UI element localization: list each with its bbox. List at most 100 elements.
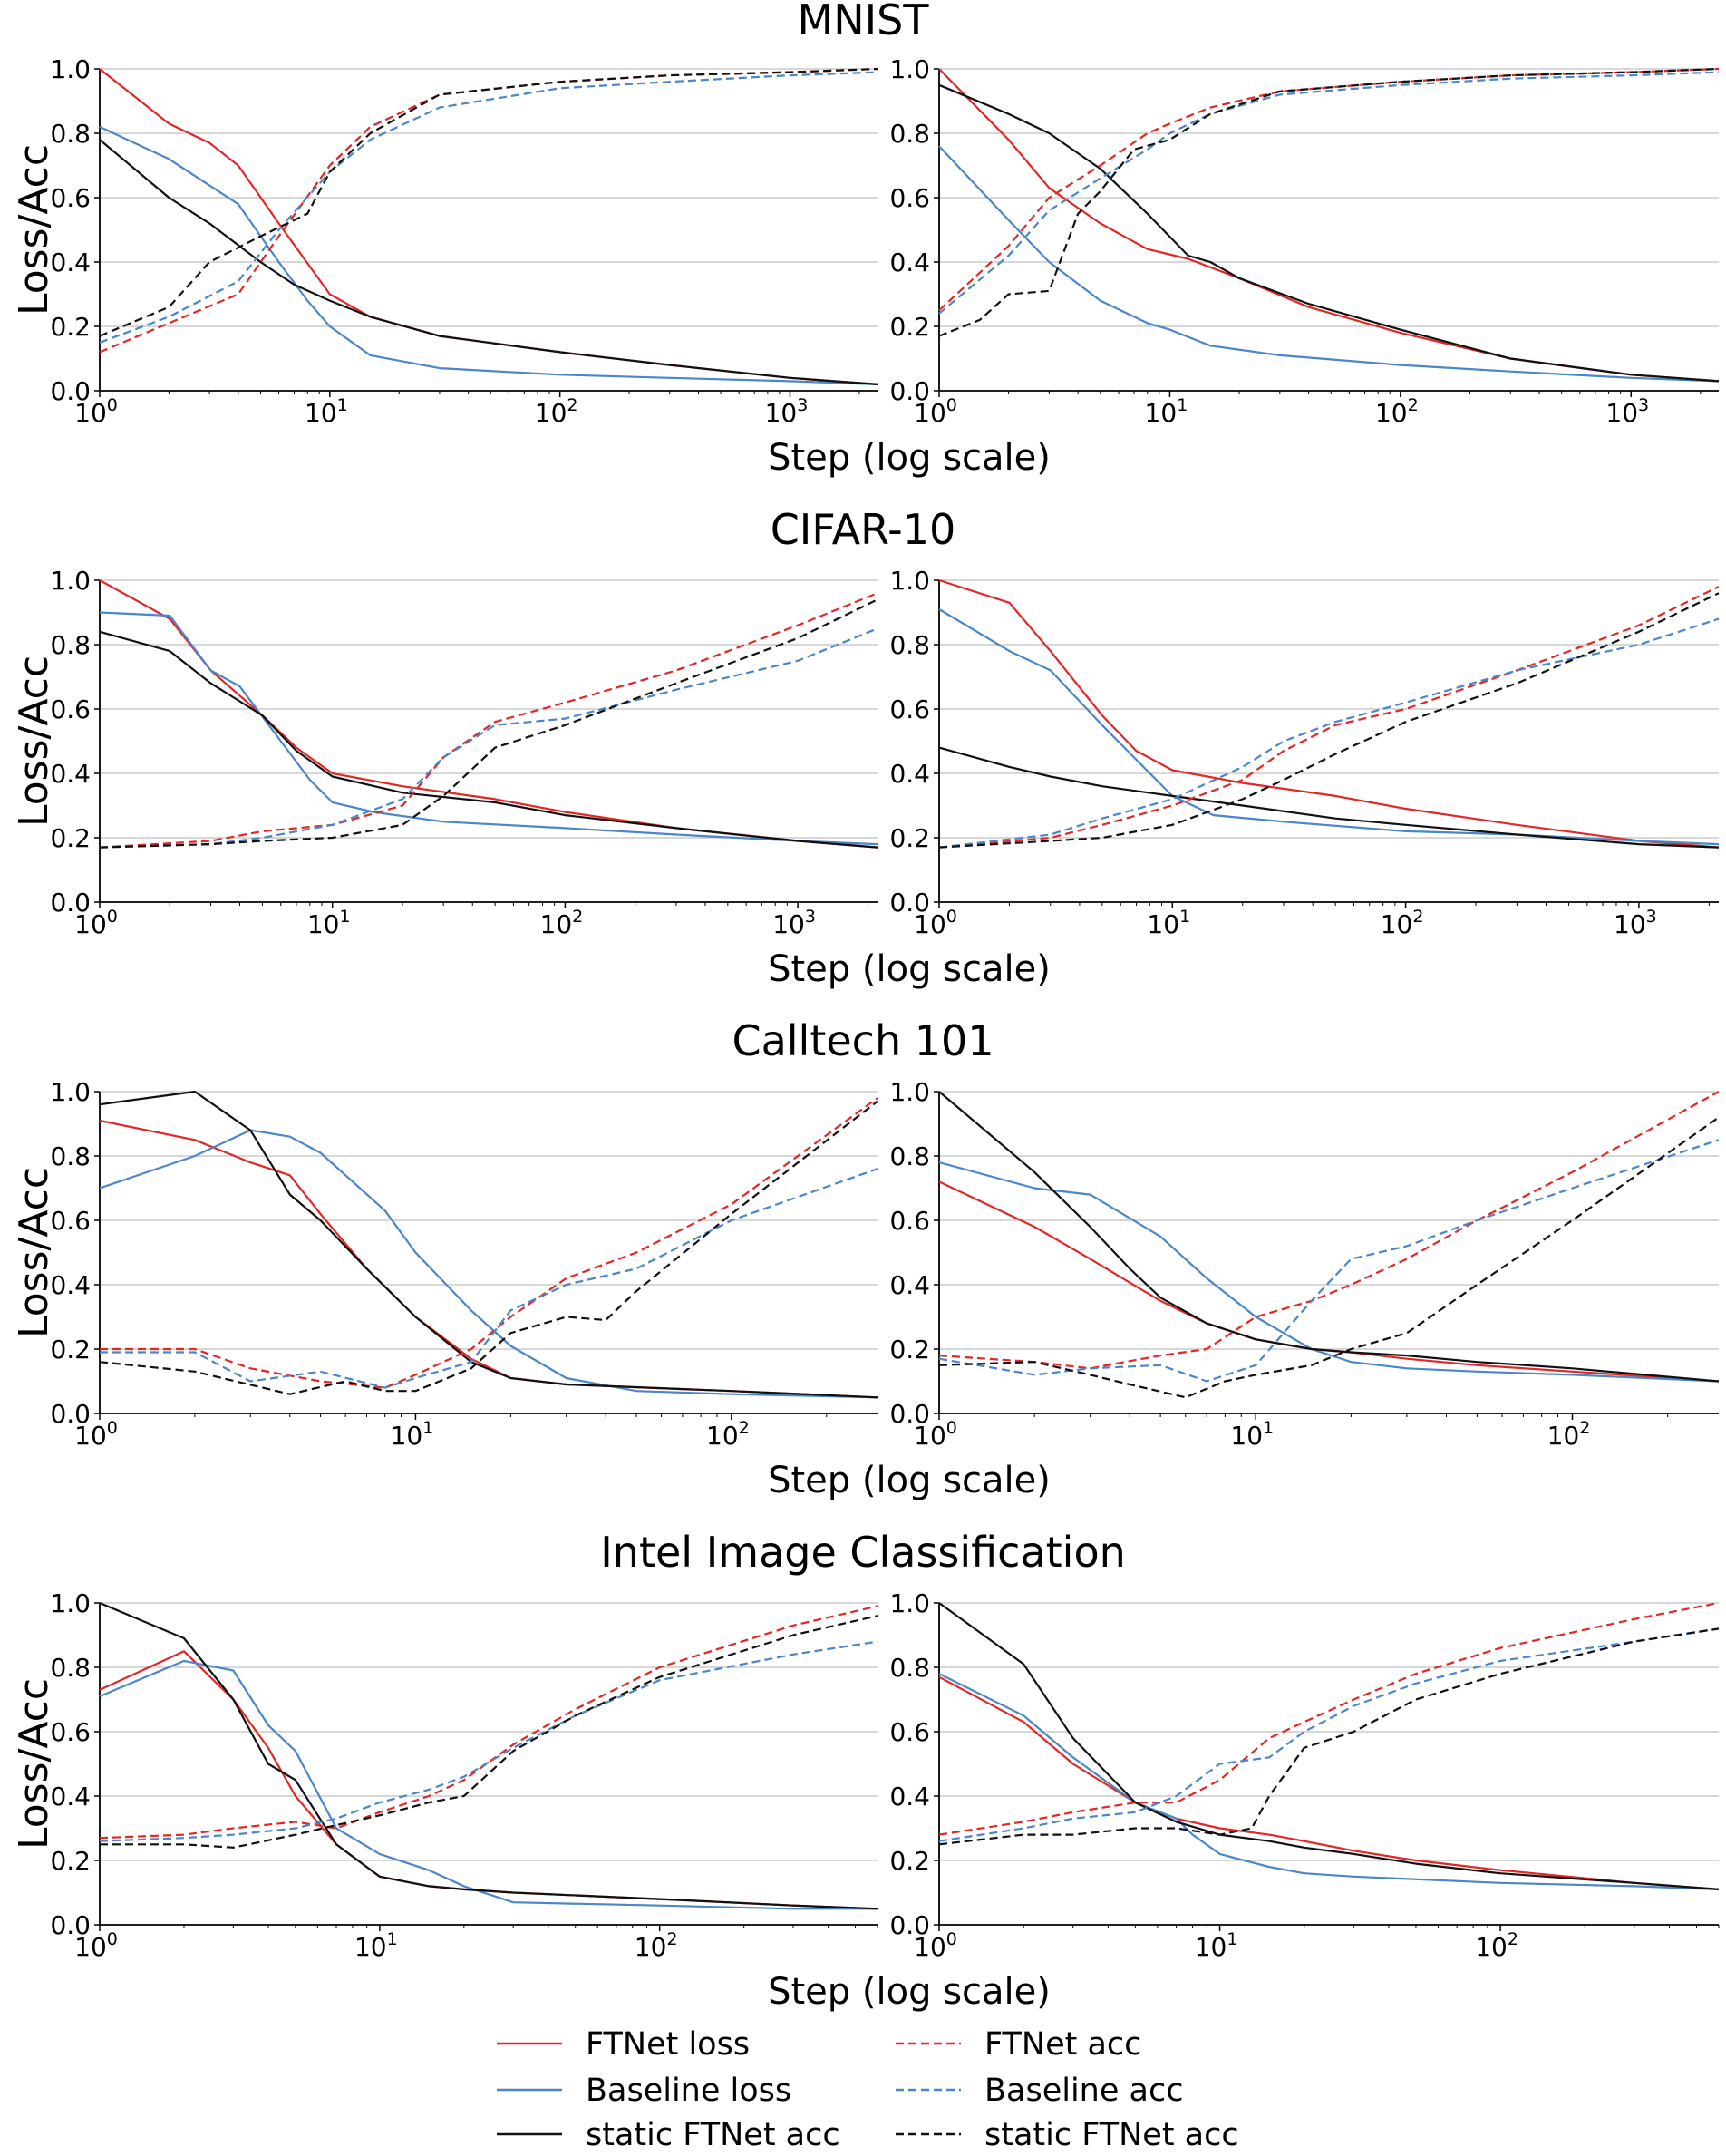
y-tick-label: 1.0 bbox=[889, 566, 930, 596]
y-tick-label: 0.6 bbox=[50, 1206, 91, 1236]
series-line bbox=[100, 1097, 878, 1389]
y-tick-label: 0.0 bbox=[889, 888, 930, 918]
series-line bbox=[99, 592, 878, 849]
series-line bbox=[99, 139, 878, 385]
chart-title: CIFAR-10 bbox=[771, 505, 956, 554]
series-line bbox=[99, 627, 878, 849]
y-tick-label: 0.2 bbox=[889, 1335, 930, 1364]
y-tick-label: 1.0 bbox=[889, 1077, 930, 1107]
y-tick-label: 0.8 bbox=[50, 1141, 91, 1171]
series-line bbox=[938, 1627, 1720, 1846]
x-tick-label: 100 bbox=[74, 1929, 118, 1962]
chart-title: MNIST bbox=[798, 0, 930, 44]
y-tick-label: 0.8 bbox=[50, 630, 91, 660]
series-line bbox=[938, 67, 1720, 337]
legend-label: Baseline loss bbox=[586, 2073, 791, 2109]
y-axis-label: Loss/Acc bbox=[11, 1678, 57, 1850]
series-line bbox=[938, 746, 1720, 849]
x-tick-label: 103 bbox=[1605, 395, 1649, 428]
y-tick-label: 0.0 bbox=[889, 1910, 930, 1940]
y-tick-label: 0.6 bbox=[50, 1717, 91, 1747]
chart-title: Calltech 101 bbox=[732, 1016, 994, 1065]
legend-label: static FTNet acc bbox=[984, 2117, 1239, 2153]
series-line bbox=[938, 71, 1720, 315]
series-line bbox=[99, 1100, 878, 1395]
y-tick-label: 0.4 bbox=[50, 1270, 91, 1300]
series-line bbox=[100, 1615, 878, 1849]
chart-row: CIFAR-10 Loss/Acc Step (log scale) 0.0 0.2 0.… bbox=[11, 505, 1720, 990]
x-tick-label: 103 bbox=[1614, 907, 1657, 939]
x-tick-label: 101 bbox=[354, 1929, 398, 1962]
y-axis-label: Loss/Acc bbox=[11, 1167, 57, 1338]
y-tick-label: 1.0 bbox=[50, 1588, 91, 1618]
series-line bbox=[938, 1161, 1720, 1383]
x-tick-label: 102 bbox=[535, 395, 578, 428]
series-line bbox=[99, 68, 878, 385]
y-tick-label: 0.2 bbox=[50, 823, 91, 853]
y-axis-label: Loss/Acc bbox=[11, 144, 57, 316]
series-line bbox=[938, 1627, 1720, 1842]
series-line bbox=[938, 83, 1720, 383]
x-tick-label: 101 bbox=[1147, 907, 1190, 939]
x-tick-label: 102 bbox=[540, 907, 584, 939]
x-axis-label: Step (log scale) bbox=[768, 437, 1051, 479]
x-tick-label: 101 bbox=[1230, 1418, 1274, 1451]
y-tick-label: 0.8 bbox=[889, 630, 930, 660]
x-tick-label: 102 bbox=[635, 1929, 678, 1962]
x-axis-label: Step (log scale) bbox=[768, 1460, 1051, 1501]
y-tick-label: 0.0 bbox=[50, 376, 91, 406]
y-tick-label: 0.6 bbox=[889, 183, 930, 213]
figure-rows: MNIST Loss/Acc Step (log scale) 0.0 0.2 0.4 0.… bbox=[11, 0, 1720, 2013]
subplot: 0.0 0.2 0.4 0.6 0.8 1.0 100 101 102 bbox=[50, 1588, 878, 1962]
series-line bbox=[938, 1675, 1720, 1890]
series-line bbox=[99, 579, 878, 849]
series-line bbox=[99, 67, 878, 354]
series-line bbox=[938, 1602, 1720, 1890]
y-tick-label: 0.2 bbox=[889, 1846, 930, 1876]
y-tick-label: 0.4 bbox=[889, 1270, 930, 1300]
series-line bbox=[99, 1659, 878, 1910]
y-tick-label: 0.8 bbox=[889, 1141, 930, 1171]
y-tick-label: 0.2 bbox=[889, 823, 930, 853]
y-tick-label: 0.0 bbox=[50, 1399, 91, 1429]
x-tick-label: 102 bbox=[706, 1418, 750, 1451]
y-tick-label: 0.8 bbox=[889, 1653, 930, 1683]
y-tick-label: 0.0 bbox=[50, 888, 91, 918]
series-line bbox=[99, 125, 878, 385]
legend-label: Baseline acc bbox=[984, 2073, 1183, 2109]
y-tick-label: 0.2 bbox=[50, 1335, 91, 1364]
series-line bbox=[99, 1605, 878, 1840]
y-tick-label: 0.0 bbox=[889, 376, 930, 406]
x-tick-label: 100 bbox=[914, 907, 957, 939]
subplot: 0.0 0.2 0.4 0.6 0.8 1.0 100 101 102 bbox=[50, 1077, 878, 1451]
x-tick-label: 102 bbox=[1375, 395, 1419, 428]
series-line bbox=[938, 586, 1720, 849]
x-tick-label: 100 bbox=[914, 395, 957, 428]
subplot: 0.0 0.2 0.4 0.6 0.8 1.0 100 101 102 bbox=[889, 1588, 1720, 1962]
x-axis-label: Step (log scale) bbox=[768, 1971, 1051, 2013]
x-tick-label: 102 bbox=[1547, 1418, 1591, 1451]
y-tick-label: 0.8 bbox=[50, 119, 91, 149]
series-line bbox=[99, 630, 878, 849]
series-line bbox=[938, 592, 1720, 849]
y-tick-label: 0.6 bbox=[889, 1717, 930, 1747]
series-line bbox=[938, 145, 1720, 383]
series-line bbox=[99, 1650, 878, 1910]
x-tick-label: 101 bbox=[305, 395, 348, 428]
x-tick-label: 100 bbox=[914, 1418, 957, 1451]
y-tick-label: 0.8 bbox=[50, 1653, 91, 1683]
legend-label: static FTNet acc bbox=[586, 2117, 840, 2153]
subplot: 0.0 0.2 0.4 0.6 0.8 1.0 100 101 102 103 bbox=[889, 566, 1720, 939]
series-line bbox=[100, 1168, 878, 1389]
x-tick-label: 100 bbox=[74, 395, 118, 428]
x-tick-label: 101 bbox=[1145, 395, 1188, 428]
series-line bbox=[99, 598, 878, 849]
legend: FTNet loss FTNet acc Baseline loss Baseline… bbox=[497, 2026, 1239, 2153]
x-tick-label: 103 bbox=[765, 395, 809, 428]
y-axis-label: Loss/Acc bbox=[11, 656, 57, 827]
y-tick-label: 1.0 bbox=[50, 566, 91, 596]
y-tick-label: 0.0 bbox=[50, 1910, 91, 1940]
x-axis-label: Step (log scale) bbox=[768, 948, 1051, 990]
